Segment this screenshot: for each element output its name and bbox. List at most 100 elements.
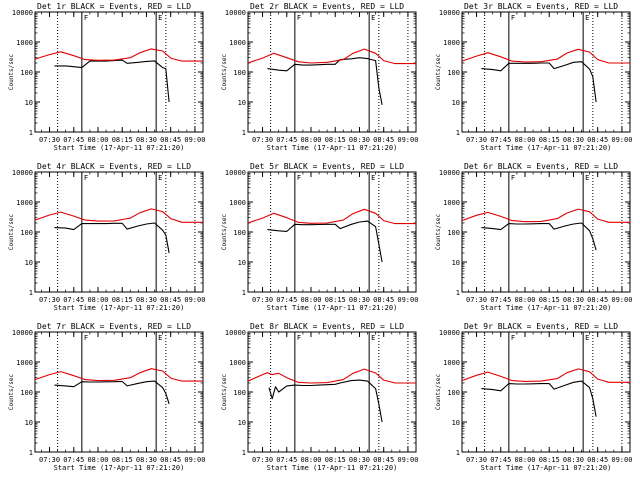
x-axis-label: Start Time (17-Apr-11 07:21:20) bbox=[267, 304, 398, 312]
x-tick-label: 09:00 bbox=[184, 136, 205, 144]
x-tick-label: 07:45 bbox=[63, 456, 84, 464]
y-tick-label: 1000 bbox=[16, 39, 33, 47]
chart-panel-2: Det 2r BLACK = Events, RED = LLD 1 10 100 10… bbox=[221, 2, 418, 152]
time-marker-letter: F bbox=[84, 334, 88, 342]
events-series-line bbox=[481, 222, 597, 251]
chart-title: Det 7r BLACK = Events, RED = LLD bbox=[37, 322, 191, 331]
y-tick-label: 100 bbox=[447, 69, 460, 77]
y-axis-label: Counts/sec bbox=[8, 214, 15, 251]
x-tick-label: 08:45 bbox=[373, 456, 394, 464]
time-marker-letter: E bbox=[585, 174, 589, 182]
x-tick-label: 08:30 bbox=[136, 136, 157, 144]
chart-title: Det 1r BLACK = Events, RED = LLD bbox=[37, 2, 191, 11]
events-series-line bbox=[268, 379, 383, 423]
plot-frame bbox=[461, 331, 631, 453]
plot-frame bbox=[34, 11, 204, 133]
x-tick-label: 08:45 bbox=[587, 136, 608, 144]
y-tick-label: 100 bbox=[447, 389, 460, 397]
time-marker-letter: F bbox=[297, 174, 301, 182]
x-tick-label: 07:45 bbox=[276, 136, 297, 144]
chart-title: Det 8r BLACK = Events, RED = LLD bbox=[250, 322, 404, 331]
x-tick-label: 08:30 bbox=[563, 456, 584, 464]
lld-series-line bbox=[34, 208, 203, 223]
chart-panel-3: Det 3r BLACK = Events, RED = LLD 1 10 100 10… bbox=[435, 2, 632, 152]
y-tick-label: 10000 bbox=[439, 9, 460, 17]
time-marker-letter: F bbox=[511, 174, 515, 182]
chart-panel-6: Det 6r BLACK = Events, RED = LLD 1 10 100 10… bbox=[435, 162, 632, 312]
x-tick-label: 07:45 bbox=[490, 456, 511, 464]
plot-frame bbox=[461, 171, 631, 293]
y-tick-label: 1 bbox=[456, 289, 460, 297]
y-tick-label: 10 bbox=[238, 259, 246, 267]
x-axis-label: Start Time (17-Apr-11 07:21:20) bbox=[54, 144, 185, 152]
time-marker-letter: F bbox=[511, 334, 515, 342]
x-tick-label: 09:00 bbox=[184, 296, 205, 304]
y-tick-label: 10 bbox=[25, 99, 33, 107]
y-tick-label: 100 bbox=[233, 389, 246, 397]
x-tick-label: 07:30 bbox=[466, 456, 487, 464]
x-tick-label: 07:45 bbox=[490, 136, 511, 144]
x-tick-label: 09:00 bbox=[397, 456, 418, 464]
x-axis-label: Start Time (17-Apr-11 07:21:20) bbox=[54, 304, 185, 312]
y-axis-label: Counts/sec bbox=[8, 54, 15, 91]
time-marker-letter: E bbox=[371, 334, 375, 342]
x-tick-label: 08:00 bbox=[87, 296, 108, 304]
lld-series-line bbox=[247, 208, 416, 225]
x-tick-label: 09:00 bbox=[611, 136, 632, 144]
events-series-line bbox=[267, 57, 383, 106]
y-axis-label: Counts/sec bbox=[221, 54, 228, 91]
x-tick-label: 08:30 bbox=[563, 296, 584, 304]
y-tick-label: 1000 bbox=[229, 39, 246, 47]
chart-panel-4: Det 4r BLACK = Events, RED = LLD 1 10 100 10… bbox=[8, 162, 205, 312]
chart-panel-9: Det 9r BLACK = Events, RED = LLD 1 10 100 10… bbox=[435, 322, 632, 472]
y-tick-label: 10000 bbox=[439, 169, 460, 177]
y-tick-label: 1000 bbox=[443, 199, 460, 207]
x-tick-label: 08:15 bbox=[325, 136, 346, 144]
x-tick-label: 08:30 bbox=[136, 456, 157, 464]
y-axis-label: Counts/sec bbox=[8, 374, 15, 411]
y-tick-label: 1000 bbox=[443, 39, 460, 47]
x-tick-label: 07:45 bbox=[63, 296, 84, 304]
chart-panel-5: Det 5r BLACK = Events, RED = LLD 1 10 100 10… bbox=[221, 162, 418, 312]
x-tick-label: 09:00 bbox=[611, 296, 632, 304]
x-tick-label: 08:30 bbox=[563, 136, 584, 144]
y-tick-label: 10 bbox=[452, 99, 460, 107]
x-tick-label: 08:00 bbox=[300, 136, 321, 144]
time-marker-letter: F bbox=[511, 14, 515, 22]
x-tick-label: 08:45 bbox=[373, 136, 394, 144]
y-tick-label: 100 bbox=[233, 69, 246, 77]
y-tick-label: 10 bbox=[25, 259, 33, 267]
x-axis-label: Start Time (17-Apr-11 07:21:20) bbox=[267, 464, 398, 472]
plot-frame bbox=[461, 11, 631, 133]
y-tick-label: 100 bbox=[233, 229, 246, 237]
events-series-line bbox=[481, 61, 597, 103]
y-tick-label: 1000 bbox=[229, 199, 246, 207]
x-tick-label: 08:30 bbox=[136, 296, 157, 304]
time-marker-letter: F bbox=[84, 174, 88, 182]
x-tick-label: 07:45 bbox=[276, 296, 297, 304]
chart-title: Det 5r BLACK = Events, RED = LLD bbox=[250, 162, 404, 171]
y-axis-label: Counts/sec bbox=[221, 214, 228, 251]
y-tick-label: 10000 bbox=[12, 329, 33, 337]
y-tick-label: 10000 bbox=[12, 9, 33, 17]
events-series-line bbox=[54, 380, 170, 405]
chart-title: Det 2r BLACK = Events, RED = LLD bbox=[250, 2, 404, 11]
y-tick-label: 1 bbox=[29, 129, 33, 137]
time-marker-letter: E bbox=[371, 14, 375, 22]
x-tick-label: 08:15 bbox=[539, 456, 560, 464]
y-tick-label: 1 bbox=[242, 449, 246, 457]
x-tick-label: 08:15 bbox=[325, 296, 346, 304]
x-tick-label: 07:30 bbox=[39, 136, 60, 144]
y-tick-label: 1 bbox=[29, 289, 33, 297]
x-tick-label: 07:45 bbox=[490, 296, 511, 304]
time-marker-letter: E bbox=[158, 174, 162, 182]
x-tick-label: 07:45 bbox=[276, 456, 297, 464]
x-tick-label: 09:00 bbox=[397, 136, 418, 144]
x-tick-label: 09:00 bbox=[397, 296, 418, 304]
x-tick-label: 08:15 bbox=[539, 136, 560, 144]
x-axis-label: Start Time (17-Apr-11 07:21:20) bbox=[267, 144, 398, 152]
chart-title: Det 4r BLACK = Events, RED = LLD bbox=[37, 162, 191, 171]
x-tick-label: 07:30 bbox=[252, 136, 273, 144]
x-tick-label: 07:30 bbox=[39, 296, 60, 304]
